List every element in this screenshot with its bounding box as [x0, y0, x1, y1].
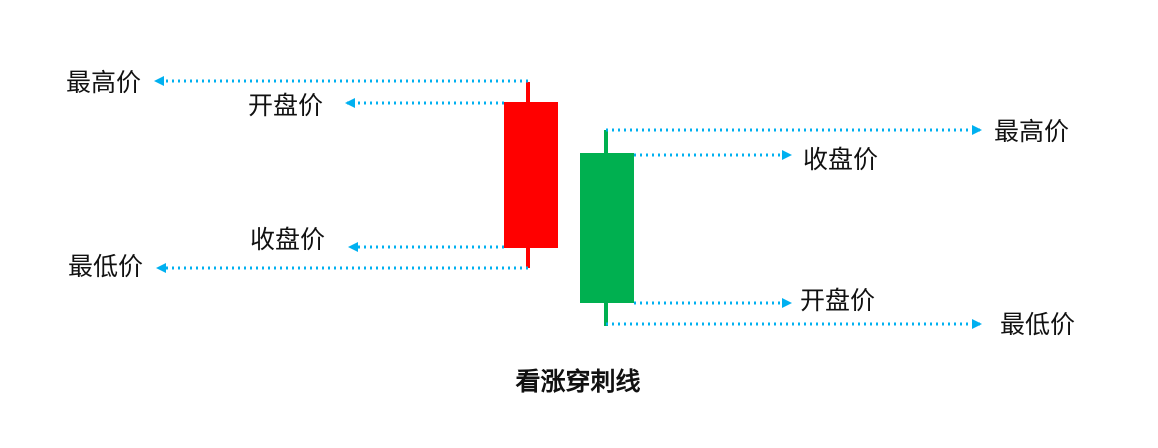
- left-candle-body: [504, 102, 558, 248]
- right-labels: 最高价 收盘价 开盘价 最低价: [800, 117, 1075, 339]
- left-low-label: 最低价: [68, 252, 143, 281]
- left-pointers: [154, 76, 528, 273]
- right-low-label: 最低价: [1000, 310, 1075, 339]
- right-pointers: [606, 125, 982, 329]
- diagram-caption: 看涨穿刺线: [515, 367, 640, 396]
- right-close-label: 收盘价: [803, 145, 878, 174]
- right-high-label: 最高价: [994, 117, 1069, 146]
- left-labels: 最高价 开盘价 收盘价 最低价: [66, 68, 325, 281]
- left-open-label: 开盘价: [248, 91, 323, 120]
- left-candle: [504, 82, 558, 268]
- right-open-label: 开盘价: [800, 286, 875, 315]
- right-candle-body: [580, 153, 634, 303]
- left-close-label: 收盘价: [250, 225, 325, 254]
- left-high-label: 最高价: [66, 68, 141, 97]
- right-candle: [580, 130, 634, 326]
